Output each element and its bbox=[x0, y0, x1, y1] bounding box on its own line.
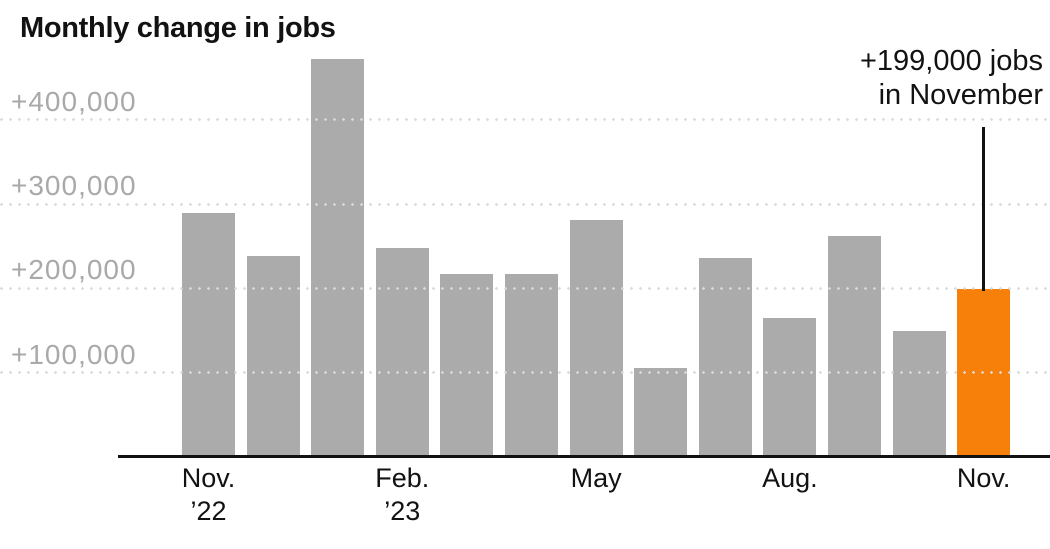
x-tick-year: ’23 bbox=[384, 496, 421, 526]
annotation-callout: +199,000 jobs in November bbox=[860, 44, 1043, 112]
chart-title: Monthly change in jobs bbox=[20, 12, 336, 44]
bar-jan-23 bbox=[311, 59, 365, 457]
x-tick-month: Aug. bbox=[762, 463, 818, 493]
x-tick-month: May bbox=[570, 463, 622, 493]
y-axis-label-400000: +400,000 bbox=[11, 85, 137, 117]
bar-july-23 bbox=[698, 258, 752, 457]
bar-nov-22 bbox=[182, 212, 235, 457]
bar-may-23 bbox=[569, 220, 623, 457]
gridline-100000 bbox=[0, 371, 1050, 375]
bar-dec-22 bbox=[246, 255, 300, 457]
x-axis-line bbox=[118, 454, 1050, 458]
y-axis-label-200000: +200,000 bbox=[11, 254, 137, 286]
x-tick-month: Nov. bbox=[956, 463, 1011, 493]
bar-sept-23 bbox=[828, 236, 881, 457]
annotation-text-line1: +199,000 jobs bbox=[859, 45, 1043, 77]
gridline-400000 bbox=[0, 118, 1050, 122]
x-tick-year: ’22 bbox=[190, 496, 227, 526]
annotation-text-line2: in November bbox=[878, 79, 1043, 111]
y-axis-label-300000: +300,000 bbox=[11, 170, 137, 202]
x-axis-tick-nov-23: Nov. bbox=[914, 462, 1050, 495]
x-axis-tick-nov-22: Nov. ’22 bbox=[139, 462, 279, 528]
x-axis-tick-may-23: May bbox=[526, 462, 666, 495]
bar-feb-23 bbox=[375, 247, 429, 457]
bar-apr-23 bbox=[505, 274, 558, 457]
gridline-300000 bbox=[0, 202, 1050, 206]
x-axis-tick-feb-23: Feb. ’23 bbox=[332, 462, 472, 528]
bar-oct-23 bbox=[892, 330, 946, 457]
annotation-pointer-line bbox=[982, 127, 985, 292]
bar-mar-23 bbox=[440, 274, 494, 457]
x-tick-month: Nov. bbox=[181, 463, 236, 493]
y-axis-label-100000: +100,000 bbox=[11, 338, 137, 370]
x-tick-month: Feb. bbox=[375, 463, 430, 493]
bar-aug-23 bbox=[763, 317, 817, 457]
x-axis-tick-aug-23: Aug. bbox=[720, 462, 860, 495]
gridline-200000 bbox=[0, 286, 1050, 290]
bar-june-23 bbox=[634, 368, 688, 457]
